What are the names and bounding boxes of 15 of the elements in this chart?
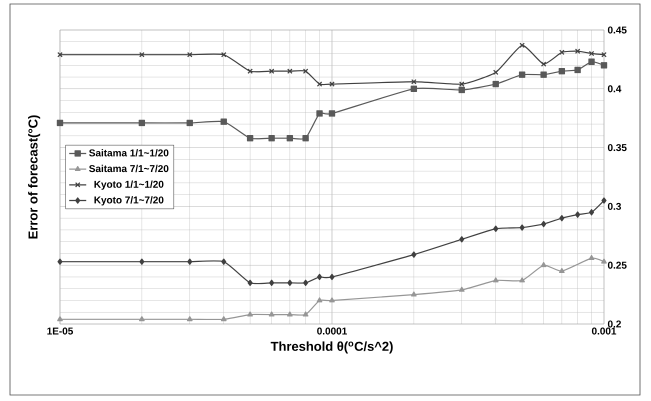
- y-axis-title: Error of forecast(°C): [28, 115, 40, 238]
- y-tick-label: 0.35: [608, 144, 627, 152]
- legend-label: Kyoto 1/1~1/20: [94, 180, 164, 190]
- legend-label: Saitama 7/1~7/20: [89, 164, 168, 172]
- x-tick-label: 0.001: [592, 328, 616, 335]
- x-tick-label: 1E-05: [47, 328, 73, 335]
- y-tick-label: 0.4: [608, 85, 622, 92]
- x-axis-title: Threshold θ($^{o}$C/s^2): [270, 341, 393, 354]
- y-tick-label: 0.45: [608, 26, 627, 34]
- legend-label: Kyoto 7/1~7/20: [94, 196, 164, 206]
- legend-label: Saitama 1/1~1/20: [89, 149, 168, 157]
- y-tick-label: 0.3: [608, 202, 622, 210]
- y-tick-label: 0.25: [608, 262, 627, 269]
- y-tick-label: 0.2: [608, 320, 621, 328]
- x-tick-label: 0.0001: [317, 328, 347, 335]
